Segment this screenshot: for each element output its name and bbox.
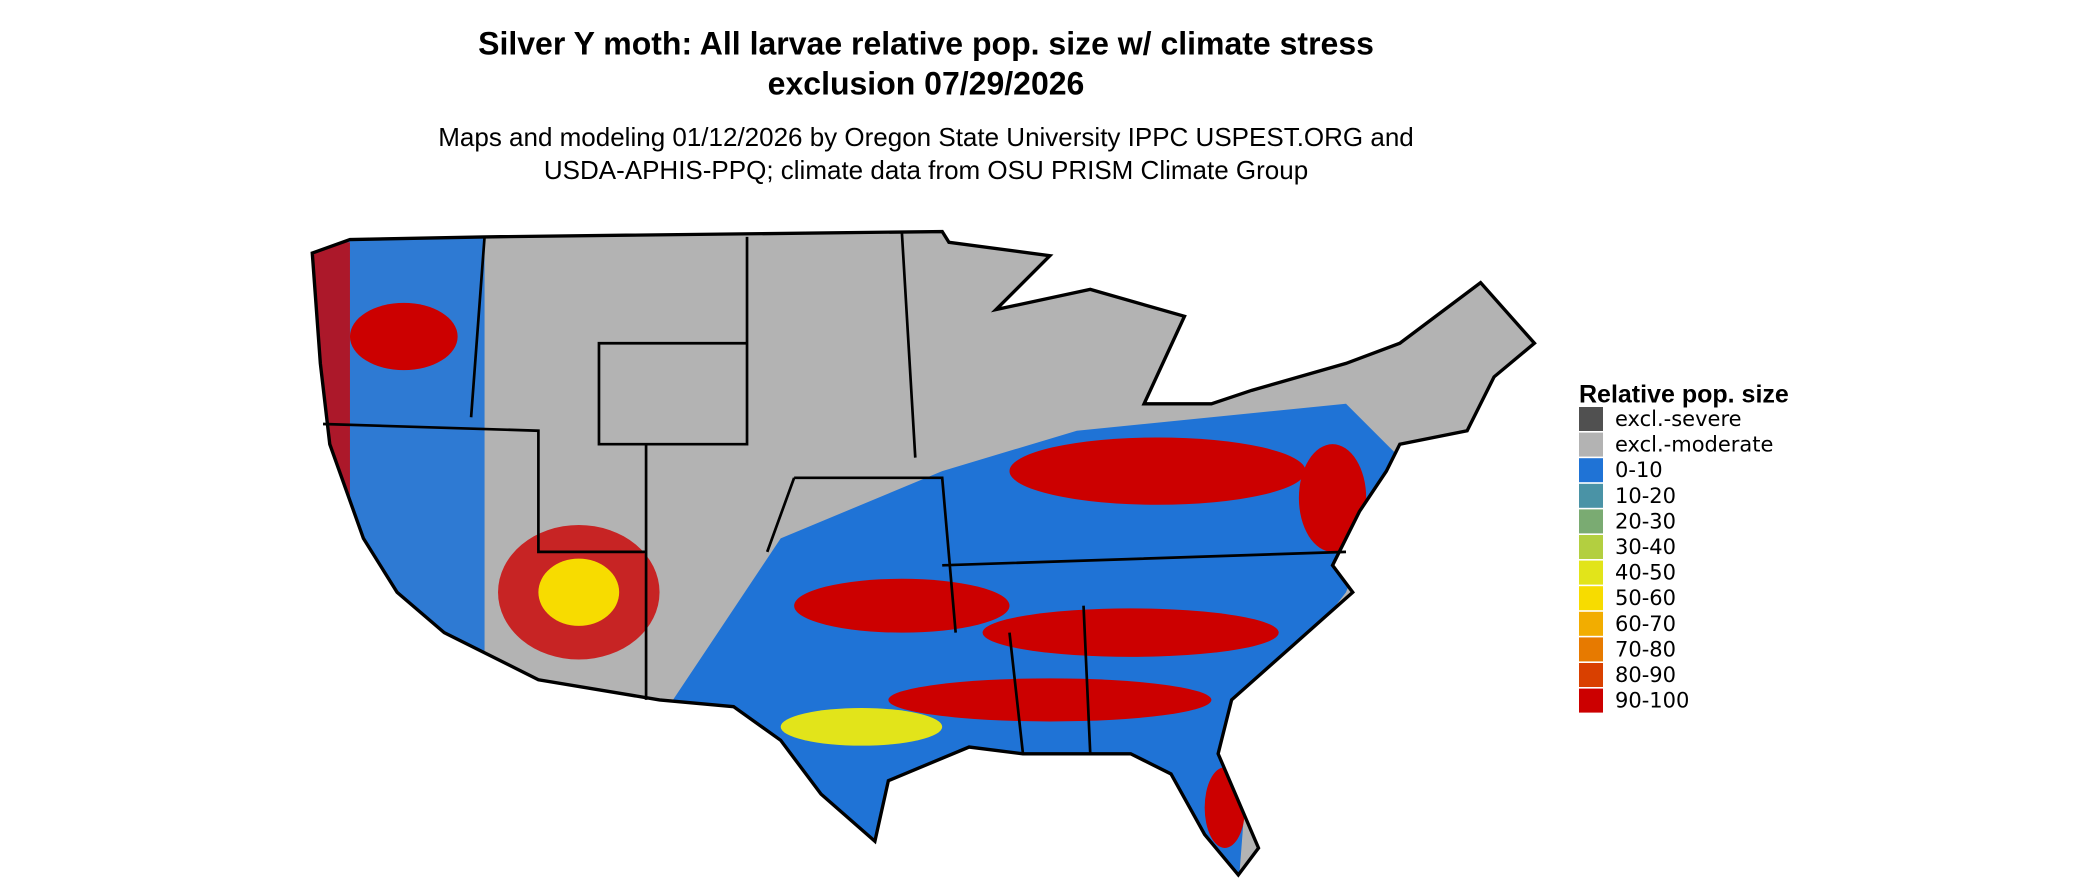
legend-label: 90-100 [1615, 689, 1689, 713]
map [310, 229, 1537, 877]
legend-swatch [1579, 407, 1603, 431]
legend-label: 30-40 [1615, 535, 1676, 559]
legend-swatch [1579, 432, 1603, 457]
legend-label: 10-20 [1615, 484, 1676, 508]
legend-label: 60-70 [1615, 612, 1676, 636]
legend-label: 80-90 [1615, 663, 1676, 687]
legend: Relative pop. size excl.-severeexcl.-mod… [1579, 381, 1789, 713]
title: Silver Y moth: All larvae relative pop. … [478, 25, 1374, 61]
legend-label: 50-60 [1615, 586, 1676, 610]
legend-label: 70-80 [1615, 637, 1676, 661]
legend-label: excl.-severe [1615, 407, 1742, 431]
legend-swatch [1579, 586, 1603, 611]
legend-swatch [1579, 688, 1603, 713]
legend-swatch [1579, 560, 1603, 585]
title: exclusion 07/29/2026 [768, 65, 1085, 101]
legend-swatch [1579, 509, 1603, 534]
legend-title: Relative pop. size [1579, 381, 1789, 409]
subtitle: USDA-APHIS-PPQ; climate data from OSU PR… [544, 155, 1308, 185]
legend-swatch [1579, 483, 1603, 508]
subtitle: Maps and modeling 01/12/2026 by Oregon S… [438, 122, 1414, 152]
legend-label: 0-10 [1615, 458, 1663, 482]
legend-swatch [1579, 458, 1603, 483]
legend-label: excl.-moderate [1615, 433, 1773, 457]
legend-swatch [1579, 535, 1603, 559]
legend-swatch [1579, 637, 1603, 662]
legend-label: 20-30 [1615, 509, 1676, 533]
legend-swatch [1579, 611, 1603, 636]
legend-label: 40-50 [1615, 561, 1676, 585]
legend-swatch [1579, 663, 1603, 687]
